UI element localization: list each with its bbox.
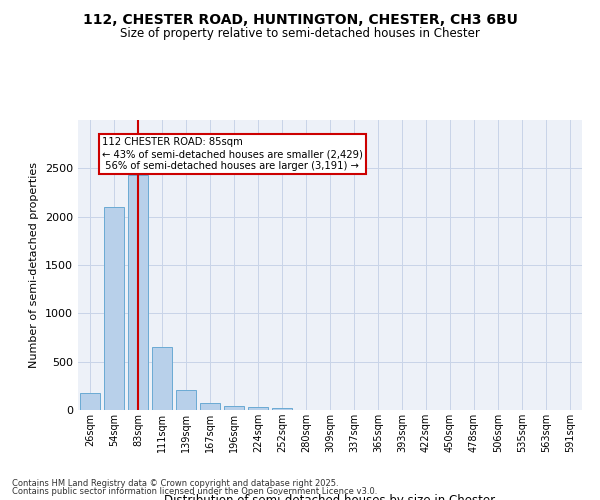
Bar — [248, 406, 268, 410]
Bar — [176, 390, 196, 410]
Bar — [80, 393, 100, 410]
Text: 112, CHESTER ROAD, HUNTINGTON, CHESTER, CH3 6BU: 112, CHESTER ROAD, HUNTINGTON, CHESTER, … — [83, 12, 517, 26]
Bar — [152, 347, 172, 410]
Text: Size of property relative to semi-detached houses in Chester: Size of property relative to semi-detach… — [120, 28, 480, 40]
Bar — [128, 175, 148, 410]
Bar — [272, 408, 292, 410]
Text: Contains public sector information licensed under the Open Government Licence v3: Contains public sector information licen… — [12, 487, 377, 496]
X-axis label: Distribution of semi-detached houses by size in Chester: Distribution of semi-detached houses by … — [164, 494, 496, 500]
Bar — [200, 403, 220, 410]
Bar — [224, 406, 244, 410]
Bar — [104, 207, 124, 410]
Text: Contains HM Land Registry data © Crown copyright and database right 2025.: Contains HM Land Registry data © Crown c… — [12, 478, 338, 488]
Y-axis label: Number of semi-detached properties: Number of semi-detached properties — [29, 162, 40, 368]
Text: 112 CHESTER ROAD: 85sqm
← 43% of semi-detached houses are smaller (2,429)
 56% o: 112 CHESTER ROAD: 85sqm ← 43% of semi-de… — [102, 138, 363, 170]
